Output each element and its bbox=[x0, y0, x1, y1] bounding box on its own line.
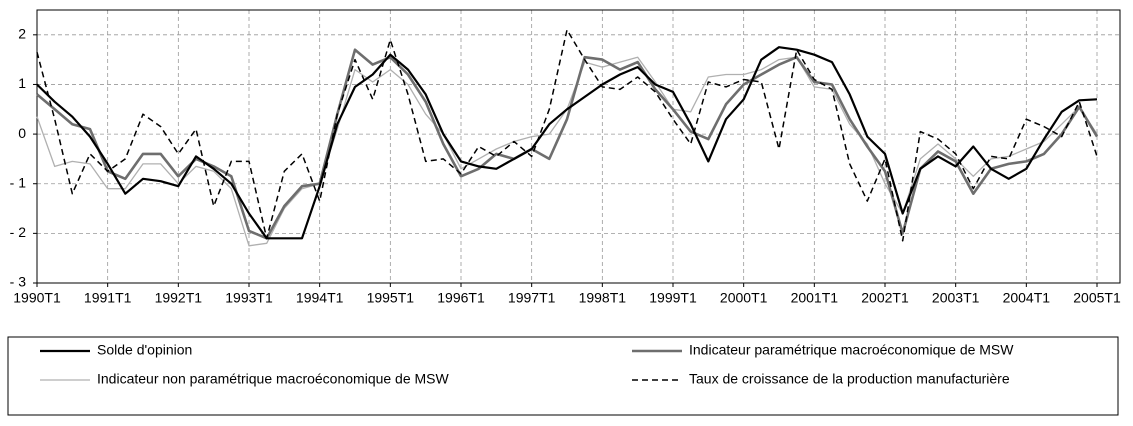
x-tick-label: 2001T1 bbox=[791, 290, 839, 306]
x-tick-label: 1994T1 bbox=[296, 290, 344, 306]
x-tick-label: 2003T1 bbox=[932, 290, 980, 306]
plot-frame bbox=[36, 9, 1121, 284]
y-tick-label: - 2 bbox=[10, 224, 27, 240]
legend-label: Indicateur paramétrique macroéconomique … bbox=[689, 342, 1014, 358]
x-tick-label: 1999T1 bbox=[649, 290, 697, 306]
x-tick-label: 2004T1 bbox=[1003, 290, 1051, 306]
x-tick-label: 1993T1 bbox=[225, 290, 273, 306]
legend-label: Solde d'opinion bbox=[97, 342, 192, 358]
y-tick-label: 1 bbox=[18, 75, 26, 91]
legend-label: Indicateur non paramétrique macroéconomi… bbox=[97, 371, 450, 387]
x-tick-label: 1997T1 bbox=[508, 290, 556, 306]
legend-label: Taux de croissance de la production manu… bbox=[689, 371, 1010, 387]
x-tick-label: 2000T1 bbox=[720, 290, 768, 306]
y-tick-label: - 3 bbox=[10, 274, 27, 290]
y-tick-label: 0 bbox=[18, 125, 26, 141]
y-tick-label: - 1 bbox=[10, 174, 27, 190]
x-tick-label: 1996T1 bbox=[437, 290, 485, 306]
x-tick-label: 2002T1 bbox=[861, 290, 909, 306]
series-line bbox=[36, 46, 1098, 240]
legend-box bbox=[7, 336, 1119, 416]
x-tick-label: 1990T1 bbox=[13, 290, 61, 306]
x-tick-label: 1991T1 bbox=[84, 290, 132, 306]
x-tick-label: 1998T1 bbox=[579, 290, 627, 306]
series-line bbox=[36, 29, 1098, 242]
y-tick-label: 2 bbox=[18, 26, 26, 42]
x-tick-label: 1992T1 bbox=[155, 290, 203, 306]
x-tick-label: 1995T1 bbox=[367, 290, 415, 306]
x-tick-label: 2005T1 bbox=[1073, 290, 1121, 306]
